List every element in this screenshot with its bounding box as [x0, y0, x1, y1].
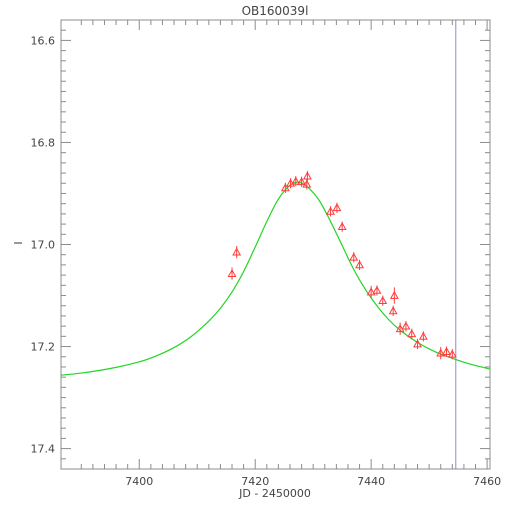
- data-point-triangle: [388, 306, 398, 315]
- data-point-triangle: [291, 176, 301, 185]
- data-point-triangle: [326, 206, 336, 215]
- data-point-triangle: [413, 339, 422, 348]
- y-tick-label: 17.0: [31, 239, 56, 252]
- data-point-triangle: [302, 179, 312, 188]
- data-point-triangle: [401, 321, 411, 330]
- x-tick-label: 7440: [357, 475, 385, 488]
- plot-area: 7400 7420 7440 7460 16.6 16.8 17.0 17.2 17.4: [31, 19, 501, 488]
- x-tick-label: 7460: [473, 475, 501, 488]
- x-tick-label: 7400: [125, 475, 153, 488]
- data-point-triangle: [232, 247, 242, 256]
- data-point-triangle: [332, 203, 342, 212]
- data-point-triangle: [436, 348, 446, 357]
- y-axis-title: I: [12, 241, 25, 244]
- data-point-triangle: [355, 260, 365, 269]
- chart-title: OB160039l: [242, 4, 309, 18]
- data-point-triangle: [372, 285, 382, 294]
- y-tick-label: 16.6: [31, 34, 56, 47]
- x-axis-title: JD - 2450000: [238, 487, 311, 500]
- data-point-triangle: [337, 222, 347, 231]
- data-point-triangle: [389, 290, 399, 299]
- data-point-triangle: [349, 252, 359, 261]
- data-point-triangle: [395, 324, 405, 333]
- data-point-triangle: [366, 287, 376, 296]
- data-point-triangle: [442, 347, 451, 356]
- data-point-triangle: [378, 295, 388, 305]
- y-tick-label: 16.8: [31, 136, 56, 149]
- data-point-triangle: [280, 183, 290, 192]
- data-point-triangle: [447, 349, 457, 358]
- data-point-triangle: [407, 329, 417, 338]
- data-point-triangle: [297, 177, 307, 186]
- plot-frame: [60, 19, 491, 470]
- data-point-triangle: [418, 331, 428, 340]
- y-tick-label: 17.4: [31, 443, 56, 456]
- data-point-triangle: [227, 268, 237, 277]
- y-tick-label: 17.2: [31, 341, 56, 354]
- data-point-triangle: [302, 171, 312, 180]
- x-tick-label: 7420: [241, 475, 269, 488]
